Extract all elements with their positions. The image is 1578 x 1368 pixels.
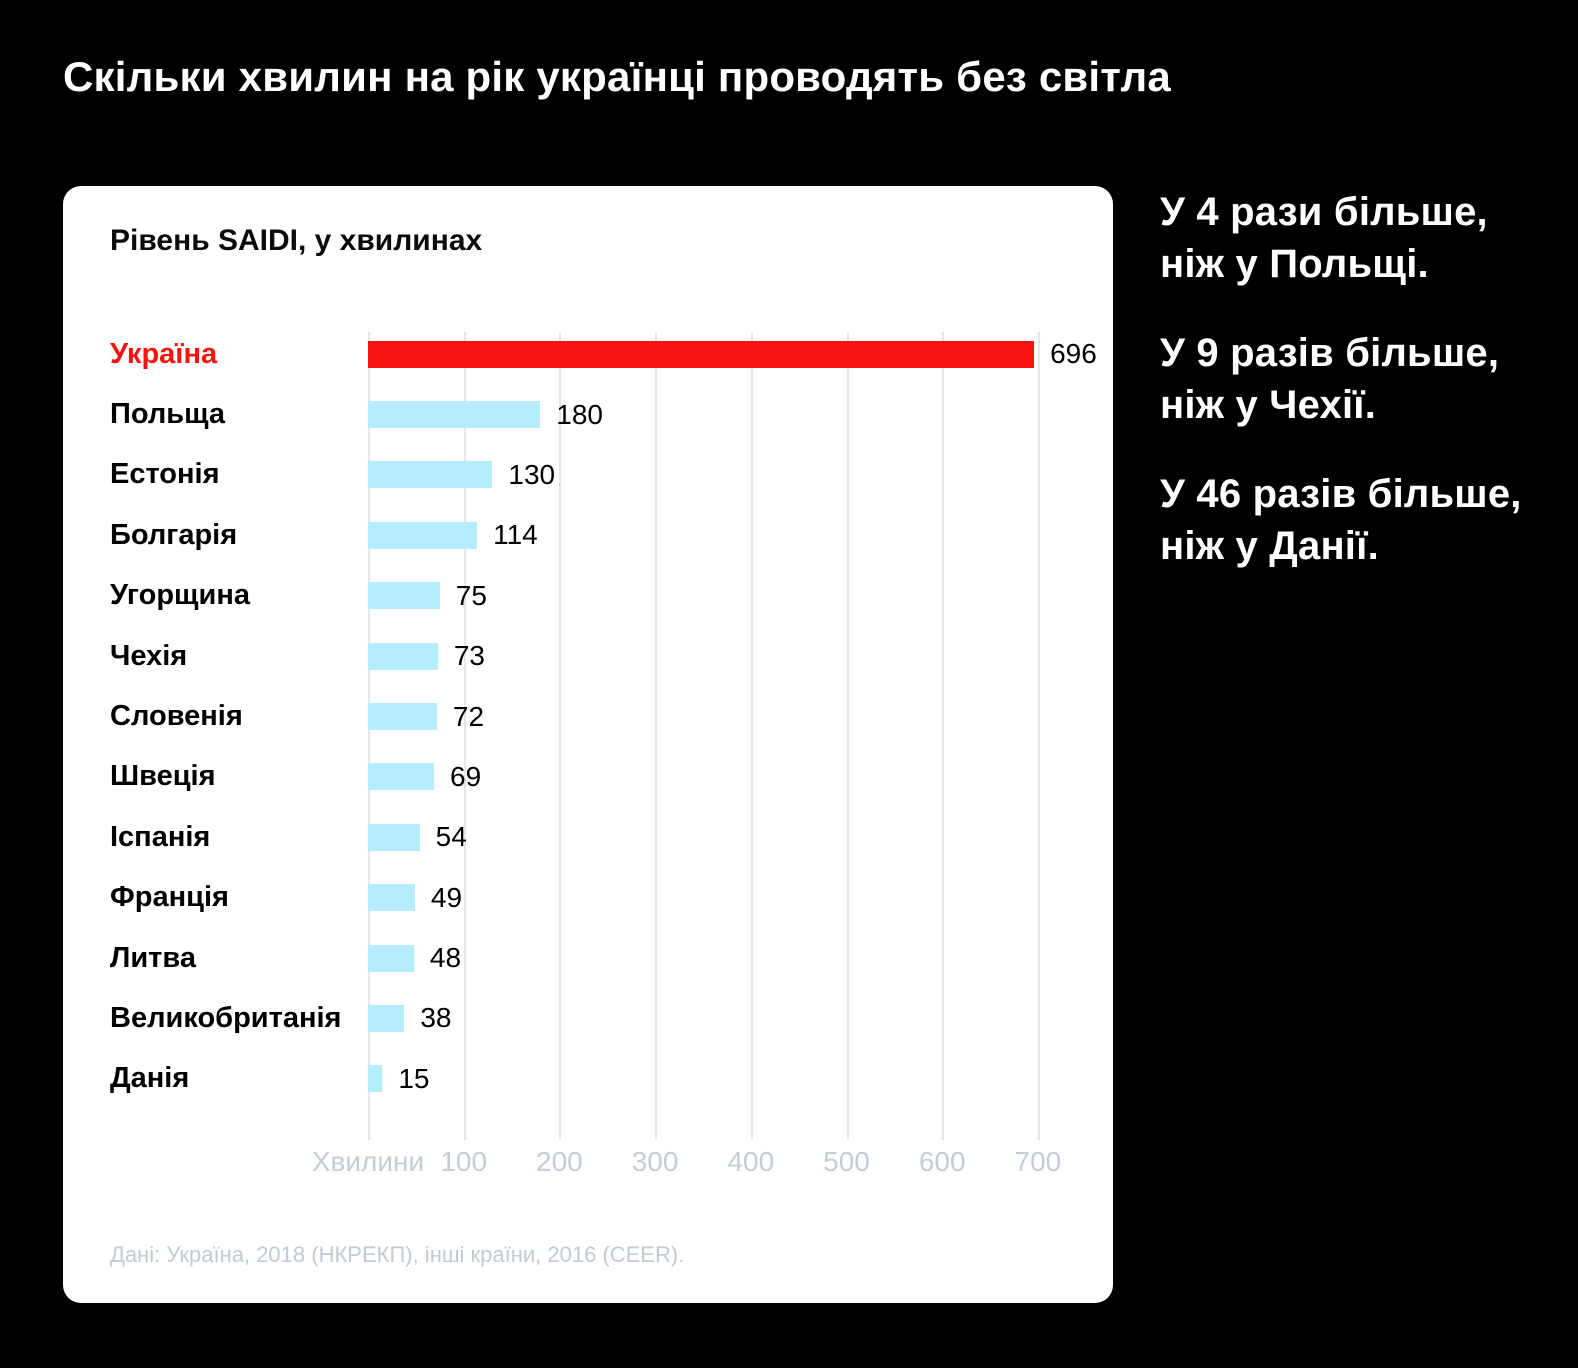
chart-row: Франція 49 <box>110 868 1080 928</box>
category-label: Литва <box>110 941 196 974</box>
bar <box>368 521 478 549</box>
value-label: 72 <box>452 700 485 732</box>
value-label: 48 <box>429 942 462 974</box>
chart-row: Швеція 69 <box>110 747 1080 807</box>
x-tick-label: 500 <box>823 1146 870 1177</box>
annotation-denmark: У 46 разів більше, ніж у Данії. <box>1160 472 1522 568</box>
value-label: 54 <box>435 821 467 853</box>
bar <box>368 642 438 670</box>
gridline <box>368 332 370 1140</box>
value-label: 49 <box>430 881 463 913</box>
chart-row: Іспанія 54 <box>110 807 1080 867</box>
bar <box>368 823 420 851</box>
bar <box>368 1004 405 1032</box>
category-label: Великобританія <box>110 1001 342 1034</box>
bar <box>368 461 493 489</box>
gridlines <box>368 332 1068 1140</box>
x-tick-label: 200 <box>536 1146 583 1177</box>
chart-row: Великобританія 38 <box>110 988 1080 1048</box>
chart-row: Болгарія 114 <box>110 505 1080 565</box>
x-tick-label: 100 <box>440 1146 488 1177</box>
gridline <box>655 332 658 1140</box>
value-label: 114 <box>493 519 538 551</box>
category-label: Угорщина <box>110 579 251 612</box>
value-label: 75 <box>455 579 487 611</box>
annotations: У 4 рази більше, ніж у Польщі. У 9 разів … <box>1160 186 1522 572</box>
category-label: Болгарія <box>110 518 238 551</box>
gridline <box>750 332 753 1140</box>
value-label: 180 <box>556 398 603 430</box>
value-label: 130 <box>508 458 556 490</box>
bar <box>368 401 541 429</box>
chart-row: Угорщина 75 <box>110 566 1080 626</box>
x-tick-label: 600 <box>918 1146 966 1177</box>
gridline <box>559 332 562 1140</box>
category-label: Естонія <box>110 458 220 491</box>
bar-rows: Україна 696 Польща 180 Естонія 130 Болгарія 114… <box>110 324 1097 1109</box>
x-tick-label: 300 <box>631 1146 679 1177</box>
chart-row: Словенія 72 <box>110 686 1080 746</box>
chart-row: Польща 180 <box>110 384 1080 444</box>
category-label: Швеція <box>110 760 216 793</box>
chart-row: Данія 15 <box>110 1049 1080 1109</box>
annotation-czechia: У 9 разів більше, ніж у Чехії. <box>1160 331 1500 427</box>
category-label: Україна <box>110 337 218 370</box>
bar <box>368 1065 383 1093</box>
chart-card: Рівень SAIDI, у хвилинах Україна 696 Польщ… <box>63 186 1113 1303</box>
chart-row: Литва 48 <box>110 928 1080 988</box>
category-label: Данія <box>110 1062 190 1095</box>
bar <box>368 944 414 972</box>
category-label: Чехія <box>110 639 188 672</box>
chart-row: Україна 696 <box>110 324 1097 384</box>
source-note: Дані: Україна, 2018 (НКРЕКП), інші країн… <box>110 1242 685 1267</box>
chart-row: Чехія 73 <box>110 626 1080 686</box>
bar <box>368 884 415 912</box>
category-label: Словенія <box>110 700 243 733</box>
chart-title: Рівень SAIDI, у хвилинах <box>110 224 483 257</box>
value-label: 15 <box>398 1062 430 1094</box>
gridline <box>942 332 945 1140</box>
x-tick-label: 400 <box>727 1146 775 1177</box>
bar <box>368 703 437 731</box>
x-axis-unit-label: Хвилини <box>311 1146 425 1177</box>
x-tick-label: 700 <box>1014 1146 1062 1177</box>
category-label: Франція <box>110 881 229 914</box>
category-label: Польща <box>110 398 226 431</box>
value-label: 696 <box>1050 338 1097 370</box>
chart-row: Естонія 130 <box>110 445 1080 505</box>
bar-highlight <box>368 340 1035 368</box>
gridline <box>1037 332 1040 1140</box>
value-label: 69 <box>450 760 482 792</box>
bar <box>368 582 440 610</box>
x-axis: Хвилини 100 200 300 400 500 600 700 <box>110 1146 1080 1182</box>
gridline <box>846 332 849 1140</box>
page-title: Скільки хвилин на рік українці проводять… <box>63 53 1171 100</box>
annotation-poland: У 4 рази більше, ніж у Польщі. <box>1160 190 1488 286</box>
category-label: Іспанія <box>110 820 211 853</box>
value-label: 73 <box>453 640 486 672</box>
gridline <box>463 332 466 1140</box>
value-label: 38 <box>420 1002 452 1034</box>
bar <box>368 763 435 791</box>
